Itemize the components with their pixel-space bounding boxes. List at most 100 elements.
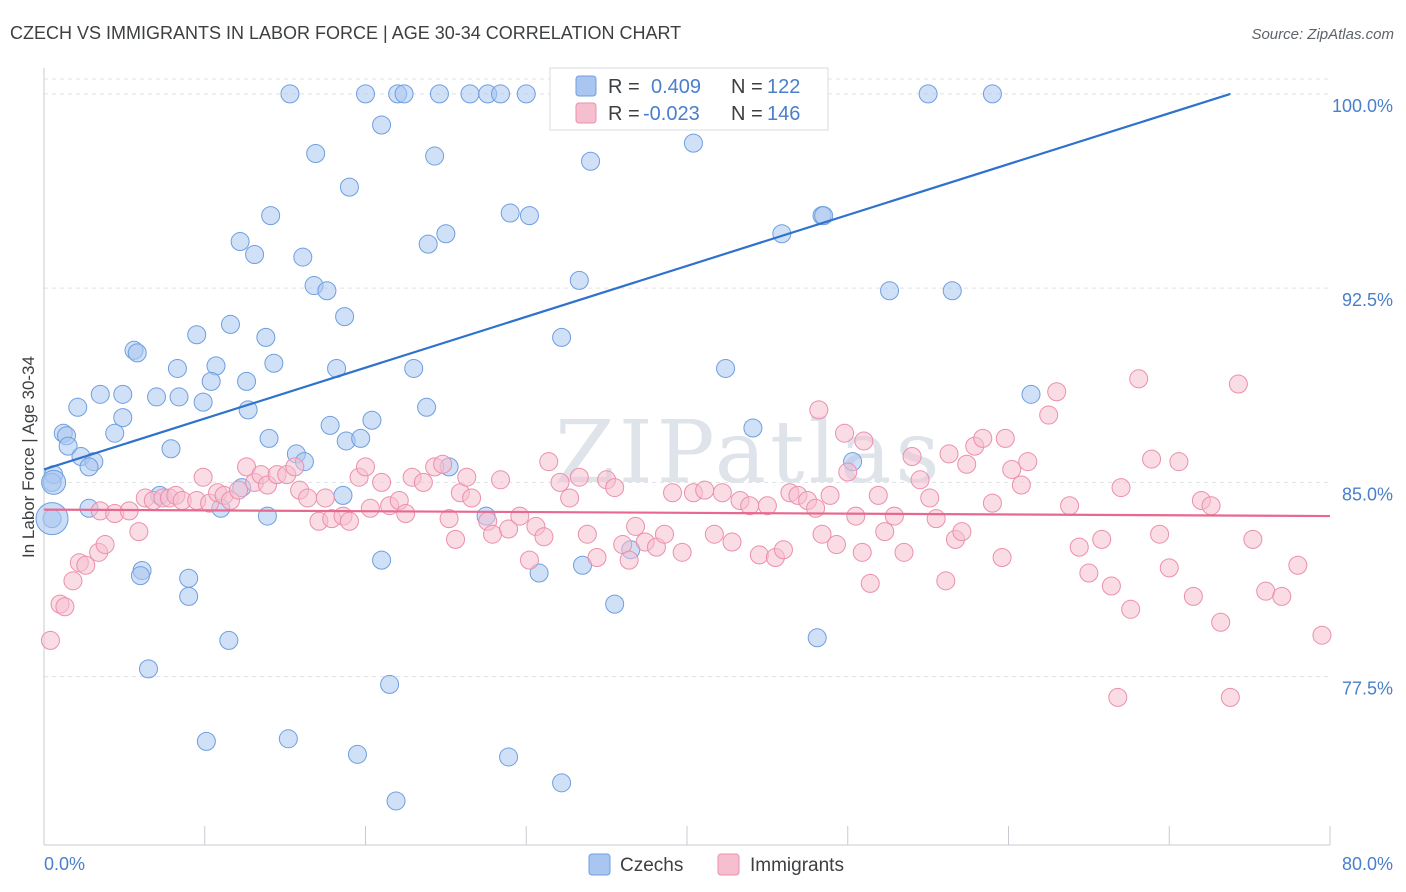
immigrants-point-112 [957,454,977,474]
immigrants-point-53 [457,467,477,487]
immigrants-point-130 [1142,449,1162,469]
legend-n-label-czechs: N = [731,76,763,98]
immigrants-point-94 [812,524,832,544]
czechs-point-31 [245,244,265,264]
czechs-point-20 [425,146,445,166]
legend-r-label-czechs: R = [608,76,640,98]
immigrants-point-72 [619,550,639,570]
czechs-point-33 [418,234,438,254]
immigrants-point-117 [1002,459,1022,479]
czechs-point-43 [187,325,207,345]
immigrants-point-129 [1129,369,1149,389]
immigrants-point-42 [372,472,392,492]
immigrants-point-96 [826,535,846,555]
y-axis-label: In Labor Force | Age 30-34 [19,356,38,558]
immigrants-point-116 [992,548,1012,568]
immigrants-point-103 [884,506,904,526]
czechs-point-42 [220,314,240,334]
immigrants-point-49 [433,454,453,474]
czechs-point-48 [167,358,187,378]
immigrants-point-81 [704,524,724,544]
immigrants-point-107 [920,488,940,508]
immigrants-point-124 [1079,563,1099,583]
czechs-point-30 [230,232,250,252]
immigrants-point-97 [838,462,858,482]
bottom-legend-swatch-immigrants [717,853,740,876]
y-tick-label-3: 100.0% [1332,96,1393,116]
czechs-point-105 [138,659,158,679]
czechs-point-40 [942,281,962,301]
czechs-point-56 [113,384,133,404]
immigrants-point-120 [1039,405,1059,425]
immigrants-point-0 [40,630,60,650]
immigrants-point-73 [626,516,646,536]
czechs-point-61 [1021,384,1041,404]
czechs-point-62 [68,397,88,417]
czechs-point-39 [880,281,900,301]
immigrants-point-40 [356,457,375,477]
czechs-point-41 [335,307,355,327]
czechs-point-3 [394,84,414,104]
czechs-point-71 [105,423,125,443]
immigrants-point-78 [672,542,692,562]
czechs-point-19 [372,115,392,135]
immigrants-point-35 [315,488,335,508]
immigrants-point-54 [462,488,482,508]
czechs-point-large-1 [35,502,69,536]
czechs-point-59 [193,392,213,412]
immigrants-point-3 [63,571,83,591]
immigrants-point-41 [360,498,380,518]
immigrants-point-148 [939,444,959,464]
immigrants-point-77 [663,483,683,503]
czechs-point-53 [201,371,221,391]
immigrants-point-50 [439,509,459,529]
immigrants-point-149 [995,428,1015,448]
czechs-trend-line [43,92,1231,471]
czechs-point-34 [436,224,456,244]
legend-n-value-immigrants: 146 [767,103,800,125]
czechs-point-27 [519,206,539,226]
immigrants-point-87 [757,496,777,516]
immigrants-point-119 [1018,452,1038,472]
immigrants-point-24 [229,480,249,500]
legend-swatch-czechs [575,75,597,97]
immigrants-point-108 [926,509,946,529]
czechs-point-1 [356,84,375,104]
czechs-point-111 [552,773,572,793]
czechs-point-32 [293,247,313,267]
czechs-point-67 [362,410,382,430]
immigrants-point-143 [1288,555,1308,575]
immigrants-point-60 [519,550,539,570]
czechs-point-68 [743,418,763,438]
immigrants-point-63 [539,452,559,472]
immigrants-point-95 [820,485,840,505]
immigrants-point-85 [740,496,760,516]
czechs-point-97 [573,555,593,575]
czechs-point-66 [320,415,340,435]
czechs-point-50 [264,353,284,373]
immigrants-point-118 [1011,475,1031,495]
czechs-point-8 [516,84,536,104]
immigrants-point-141 [1256,581,1276,601]
immigrants-point-57 [491,470,511,490]
immigrants-points [40,369,1332,707]
immigrants-point-144 [1312,625,1332,645]
legend-swatch-immigrants [575,102,597,124]
legend-r-value-czechs: 0.409 [651,76,701,98]
czechs-point-64 [417,397,437,417]
immigrants-point-127 [1111,478,1131,498]
immigrants-point-98 [846,506,866,526]
czechs-point-101 [179,586,199,606]
x-tick-label-max: 80.0% [1342,854,1393,874]
x-tick-label-min: 0.0% [44,854,85,874]
immigrants-point-111 [952,522,972,542]
immigrants-point-101 [868,485,888,505]
czechs-point-23 [683,133,703,153]
czechs-point-57 [147,387,167,407]
czechs-point-17 [918,84,938,104]
immigrants-point-147 [854,431,874,451]
immigrants-point-106 [910,470,930,490]
czechs-point-22 [306,143,326,163]
czechs-point-80 [79,457,99,477]
czechs-point-26 [500,203,520,223]
